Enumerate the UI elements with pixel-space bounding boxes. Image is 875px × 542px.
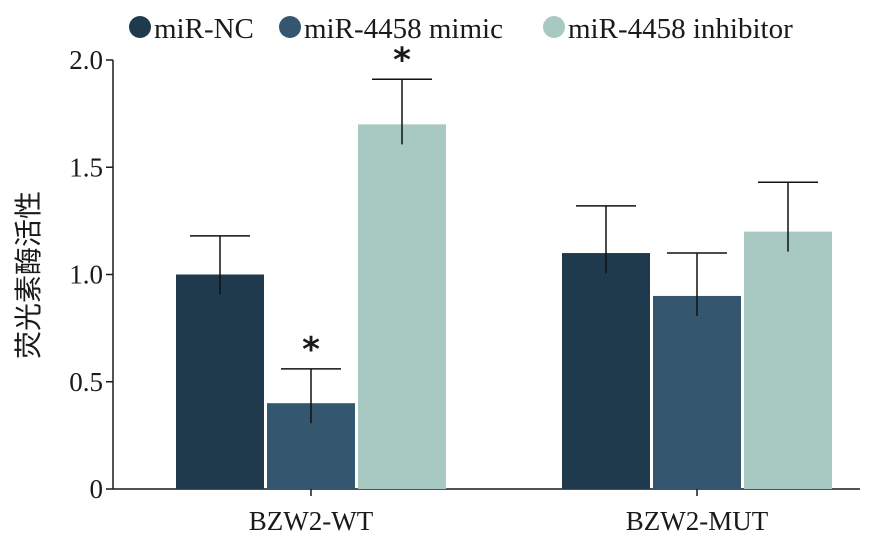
bar xyxy=(744,231,832,489)
legend-label: miR-4458 mimic xyxy=(304,13,503,45)
x-category-label: BZW2-WT xyxy=(249,506,374,536)
legend-swatch xyxy=(279,16,301,38)
bar xyxy=(176,274,264,489)
y-tick-label: 2.0 xyxy=(69,45,103,75)
x-category-label: BZW2-MUT xyxy=(626,506,769,536)
bars xyxy=(176,124,832,489)
legend: miR-NC miR-4458 mimic miR-4458 inhibitor xyxy=(129,13,793,45)
y-tick-label: 1.0 xyxy=(69,260,103,290)
legend-swatch xyxy=(129,16,151,38)
bar xyxy=(562,253,650,489)
significance-markers: ** xyxy=(302,40,411,370)
legend-swatch xyxy=(543,16,565,38)
significance-star: * xyxy=(302,330,320,370)
y-tick-label: 0 xyxy=(90,474,104,504)
y-tick-label: 1.5 xyxy=(69,152,103,182)
bar xyxy=(358,124,446,489)
legend-label: miR-4458 inhibitor xyxy=(568,13,793,45)
error-bars xyxy=(190,78,818,424)
legend-label: miR-NC xyxy=(154,13,254,45)
x-category-labels: BZW2-WT BZW2-MUT xyxy=(249,489,769,536)
y-tick-label: 0.5 xyxy=(69,367,103,397)
bar xyxy=(653,295,741,489)
y-ticks: 0 0.5 1.0 1.5 2.0 xyxy=(69,45,113,504)
y-axis-title: 荧光素酶活性 xyxy=(12,191,45,359)
significance-star: * xyxy=(393,40,411,80)
